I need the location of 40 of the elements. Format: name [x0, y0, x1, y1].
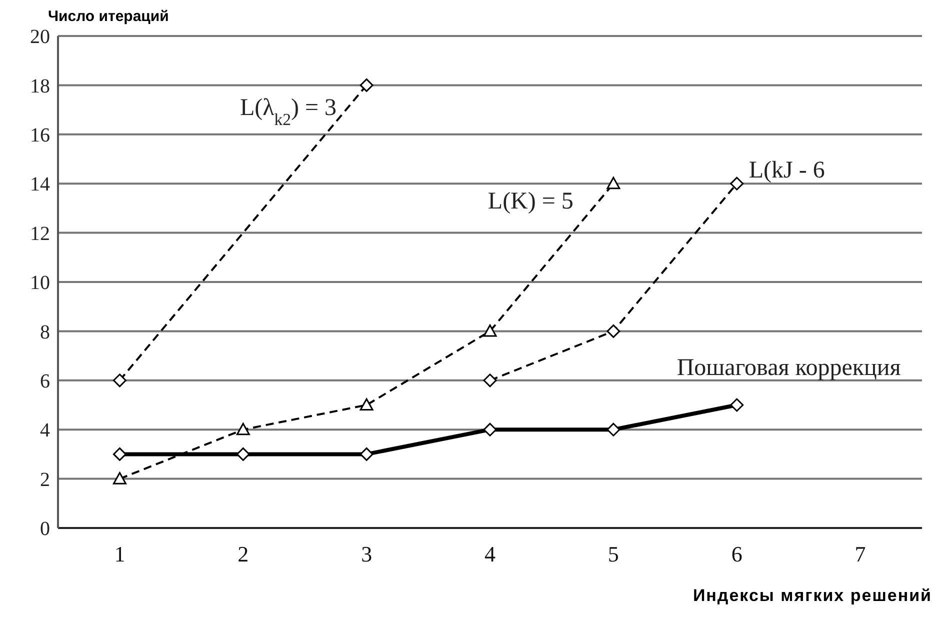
point — [112, 472, 126, 484]
x-tick-label: 5 — [608, 542, 619, 567]
y-tick-label: 4 — [40, 420, 50, 442]
point — [112, 447, 126, 461]
x-tick-label: 2 — [238, 542, 249, 567]
point — [360, 447, 374, 461]
y-axis-title: Число итераций — [48, 8, 169, 25]
x-tick-label: 4 — [484, 542, 496, 567]
y-tick-label: 0 — [40, 518, 50, 540]
x-tick-label: 6 — [731, 542, 742, 567]
point — [606, 422, 620, 436]
series-label: L(kJ - 6 — [748, 158, 825, 184]
point — [606, 176, 620, 190]
x-tick-label: 7 — [854, 542, 866, 567]
y-tick-label: 6 — [40, 370, 50, 392]
point — [483, 324, 497, 337]
point — [236, 447, 250, 461]
y-tick-label: 20 — [30, 26, 50, 48]
x-tick-label: 3 — [361, 542, 372, 567]
point — [730, 398, 744, 412]
y-tick-label: 8 — [40, 321, 50, 344]
point — [483, 374, 497, 388]
point — [606, 324, 620, 338]
point — [236, 422, 250, 436]
y-tick-label: 18 — [30, 75, 50, 98]
point — [730, 176, 744, 190]
point — [483, 422, 497, 436]
series-label: Пошаговая коррекция — [676, 355, 901, 381]
x-tick-label: 1 — [114, 542, 126, 567]
x-axis-title: Индексы мягких решений — [692, 586, 932, 606]
y-tick-label: 12 — [30, 222, 50, 245]
point — [360, 398, 374, 411]
y-tick-label: 2 — [40, 468, 50, 491]
point — [360, 78, 374, 92]
point — [112, 374, 126, 388]
y-tick-label: 16 — [30, 124, 50, 146]
series-label: L(K) = 5 — [488, 188, 574, 215]
y-tick-label: 10 — [30, 272, 50, 294]
series-label: L(λ$_{k2}$) = 3 — [240, 95, 337, 129]
y-tick-label: 14 — [30, 174, 50, 196]
